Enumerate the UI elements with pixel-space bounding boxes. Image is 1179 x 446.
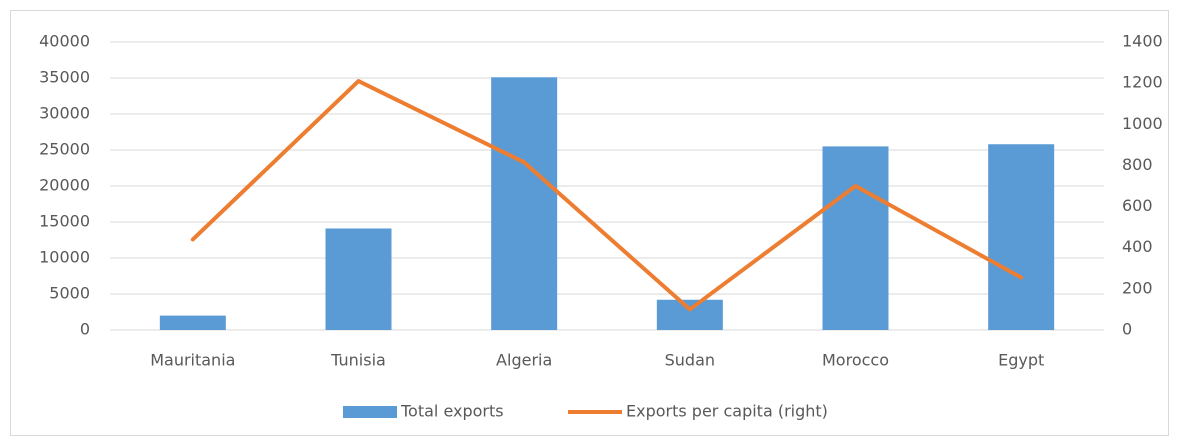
y2-tick-label: 200 — [1122, 278, 1153, 297]
y-tick-label: 0 — [80, 320, 90, 339]
y-tick-label: 5000 — [49, 284, 90, 303]
y2-tick-label: 1200 — [1122, 73, 1163, 92]
legend-swatch — [343, 406, 397, 418]
bar — [988, 144, 1055, 330]
x-tick-label: Tunisia — [330, 351, 386, 370]
y-tick-label: 25000 — [39, 140, 90, 159]
y-tick-label: 10000 — [39, 248, 90, 267]
bar — [325, 228, 392, 330]
line-series — [190, 79, 1024, 312]
bar — [656, 299, 723, 330]
y-tick-label: 20000 — [39, 176, 90, 195]
legend-label: Total exports — [400, 402, 504, 421]
bar — [822, 146, 889, 330]
y2-tick-label: 400 — [1122, 237, 1153, 256]
x-tick-label: Egypt — [998, 351, 1044, 370]
legend-label: Exports per capita (right) — [626, 402, 828, 421]
y2-tick-label: 600 — [1122, 196, 1153, 215]
x-tick-label: Sudan — [665, 351, 715, 370]
y2-tick-label: 1400 — [1122, 32, 1163, 51]
bar — [491, 77, 558, 330]
x-tick-label: Mauritania — [150, 351, 235, 370]
y-tick-label: 15000 — [39, 212, 90, 231]
y-tick-label: 40000 — [39, 32, 90, 51]
y2-tick-label: 1000 — [1122, 114, 1163, 133]
bar — [159, 315, 226, 330]
y2-tick-label: 800 — [1122, 155, 1153, 174]
y2-tick-label: 0 — [1122, 320, 1132, 339]
y-tick-label: 30000 — [39, 104, 90, 123]
x-tick-label: Algeria — [496, 351, 552, 370]
y-tick-label: 35000 — [39, 68, 90, 87]
x-tick-label: Morocco — [822, 351, 889, 370]
